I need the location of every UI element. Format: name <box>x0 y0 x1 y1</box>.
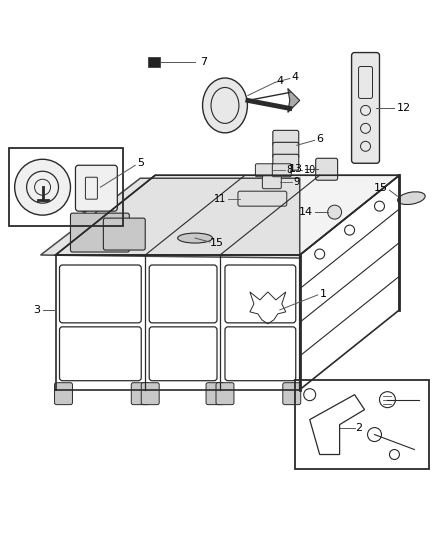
Text: 13: 13 <box>289 164 303 174</box>
FancyBboxPatch shape <box>216 383 234 405</box>
Text: 11: 11 <box>214 194 226 204</box>
FancyBboxPatch shape <box>103 218 145 250</box>
Text: 5: 5 <box>137 158 144 168</box>
Text: 2: 2 <box>356 423 363 433</box>
Circle shape <box>14 159 71 215</box>
Circle shape <box>86 203 91 208</box>
FancyBboxPatch shape <box>273 131 299 147</box>
Polygon shape <box>41 178 300 258</box>
Circle shape <box>328 205 342 219</box>
Circle shape <box>78 203 83 208</box>
FancyBboxPatch shape <box>141 383 159 405</box>
FancyBboxPatch shape <box>54 383 72 405</box>
FancyBboxPatch shape <box>71 213 129 252</box>
FancyBboxPatch shape <box>131 383 149 405</box>
Text: 14: 14 <box>299 207 313 217</box>
Text: 4: 4 <box>277 76 284 86</box>
FancyBboxPatch shape <box>316 158 338 180</box>
FancyBboxPatch shape <box>352 53 379 163</box>
FancyBboxPatch shape <box>273 142 299 158</box>
FancyBboxPatch shape <box>283 383 301 405</box>
Polygon shape <box>56 175 399 255</box>
Text: 12: 12 <box>396 103 410 114</box>
FancyBboxPatch shape <box>206 383 224 405</box>
Text: 15: 15 <box>374 183 388 193</box>
Circle shape <box>82 208 87 213</box>
Text: 6: 6 <box>317 134 324 144</box>
Text: 8: 8 <box>287 165 293 175</box>
FancyBboxPatch shape <box>272 164 291 177</box>
Text: 10: 10 <box>304 165 316 175</box>
FancyBboxPatch shape <box>75 165 117 211</box>
Ellipse shape <box>202 78 247 133</box>
Text: 7: 7 <box>200 56 207 67</box>
Text: 4: 4 <box>292 72 299 83</box>
Text: 15: 15 <box>210 238 224 248</box>
FancyBboxPatch shape <box>238 191 287 206</box>
FancyBboxPatch shape <box>255 164 274 177</box>
Ellipse shape <box>398 192 425 205</box>
Polygon shape <box>288 88 300 112</box>
FancyBboxPatch shape <box>148 56 160 67</box>
Text: 1: 1 <box>320 289 327 299</box>
Text: 9: 9 <box>294 177 300 187</box>
FancyBboxPatch shape <box>273 154 299 170</box>
FancyBboxPatch shape <box>262 176 281 189</box>
Ellipse shape <box>178 233 212 243</box>
Text: 3: 3 <box>34 305 41 315</box>
